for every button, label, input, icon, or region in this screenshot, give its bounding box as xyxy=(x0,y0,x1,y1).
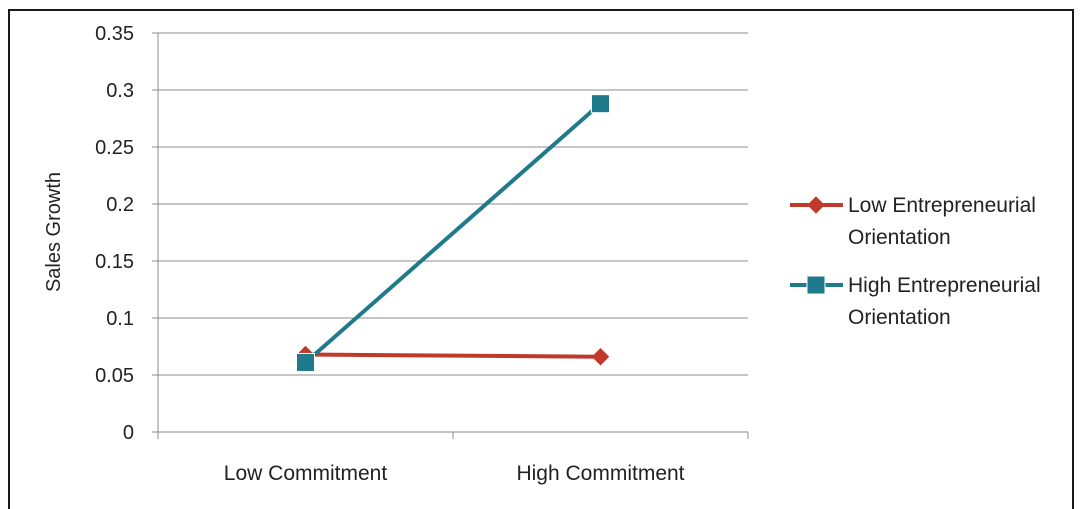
axes xyxy=(152,32,749,439)
x-category-label: High Commitment xyxy=(516,462,684,485)
diamond-marker xyxy=(591,348,610,366)
y-tick-label: 0.05 xyxy=(95,365,134,387)
x-category-labels: Low Commitment High Commitment xyxy=(224,462,685,485)
legend-label: Low Entrepreneurial xyxy=(848,194,1036,217)
legend-label: High Entrepreneurial xyxy=(848,274,1041,297)
square-marker xyxy=(296,352,315,372)
y-axis-title: Sales Growth xyxy=(43,172,65,292)
x-category-label: Low Commitment xyxy=(224,462,388,485)
square-marker xyxy=(591,94,610,114)
y-tick-label: 0.3 xyxy=(106,80,134,102)
gridlines xyxy=(158,32,748,376)
y-tick-label: 0.35 xyxy=(95,23,134,45)
legend-label: Orientation xyxy=(848,306,951,329)
diamond-marker xyxy=(807,196,825,214)
legend-label: Orientation xyxy=(848,226,951,249)
chart-frame xyxy=(8,9,1074,509)
y-tick-label: 0.15 xyxy=(95,251,134,273)
y-tick-label: 0.2 xyxy=(106,194,134,216)
series-line xyxy=(304,102,602,364)
legend: Low Entrepreneurial Orientation High Entre… xyxy=(790,194,1041,329)
y-tick-labels: 0 0.05 0.1 0.15 0.2 0.25 0.3 0.35 xyxy=(95,23,134,444)
y-tick-label: 0.1 xyxy=(106,308,134,330)
y-tick-label: 0 xyxy=(123,422,134,444)
series-lines xyxy=(296,94,610,372)
square-marker xyxy=(806,275,826,295)
y-tick-label: 0.25 xyxy=(95,137,134,159)
series-line xyxy=(305,352,601,359)
